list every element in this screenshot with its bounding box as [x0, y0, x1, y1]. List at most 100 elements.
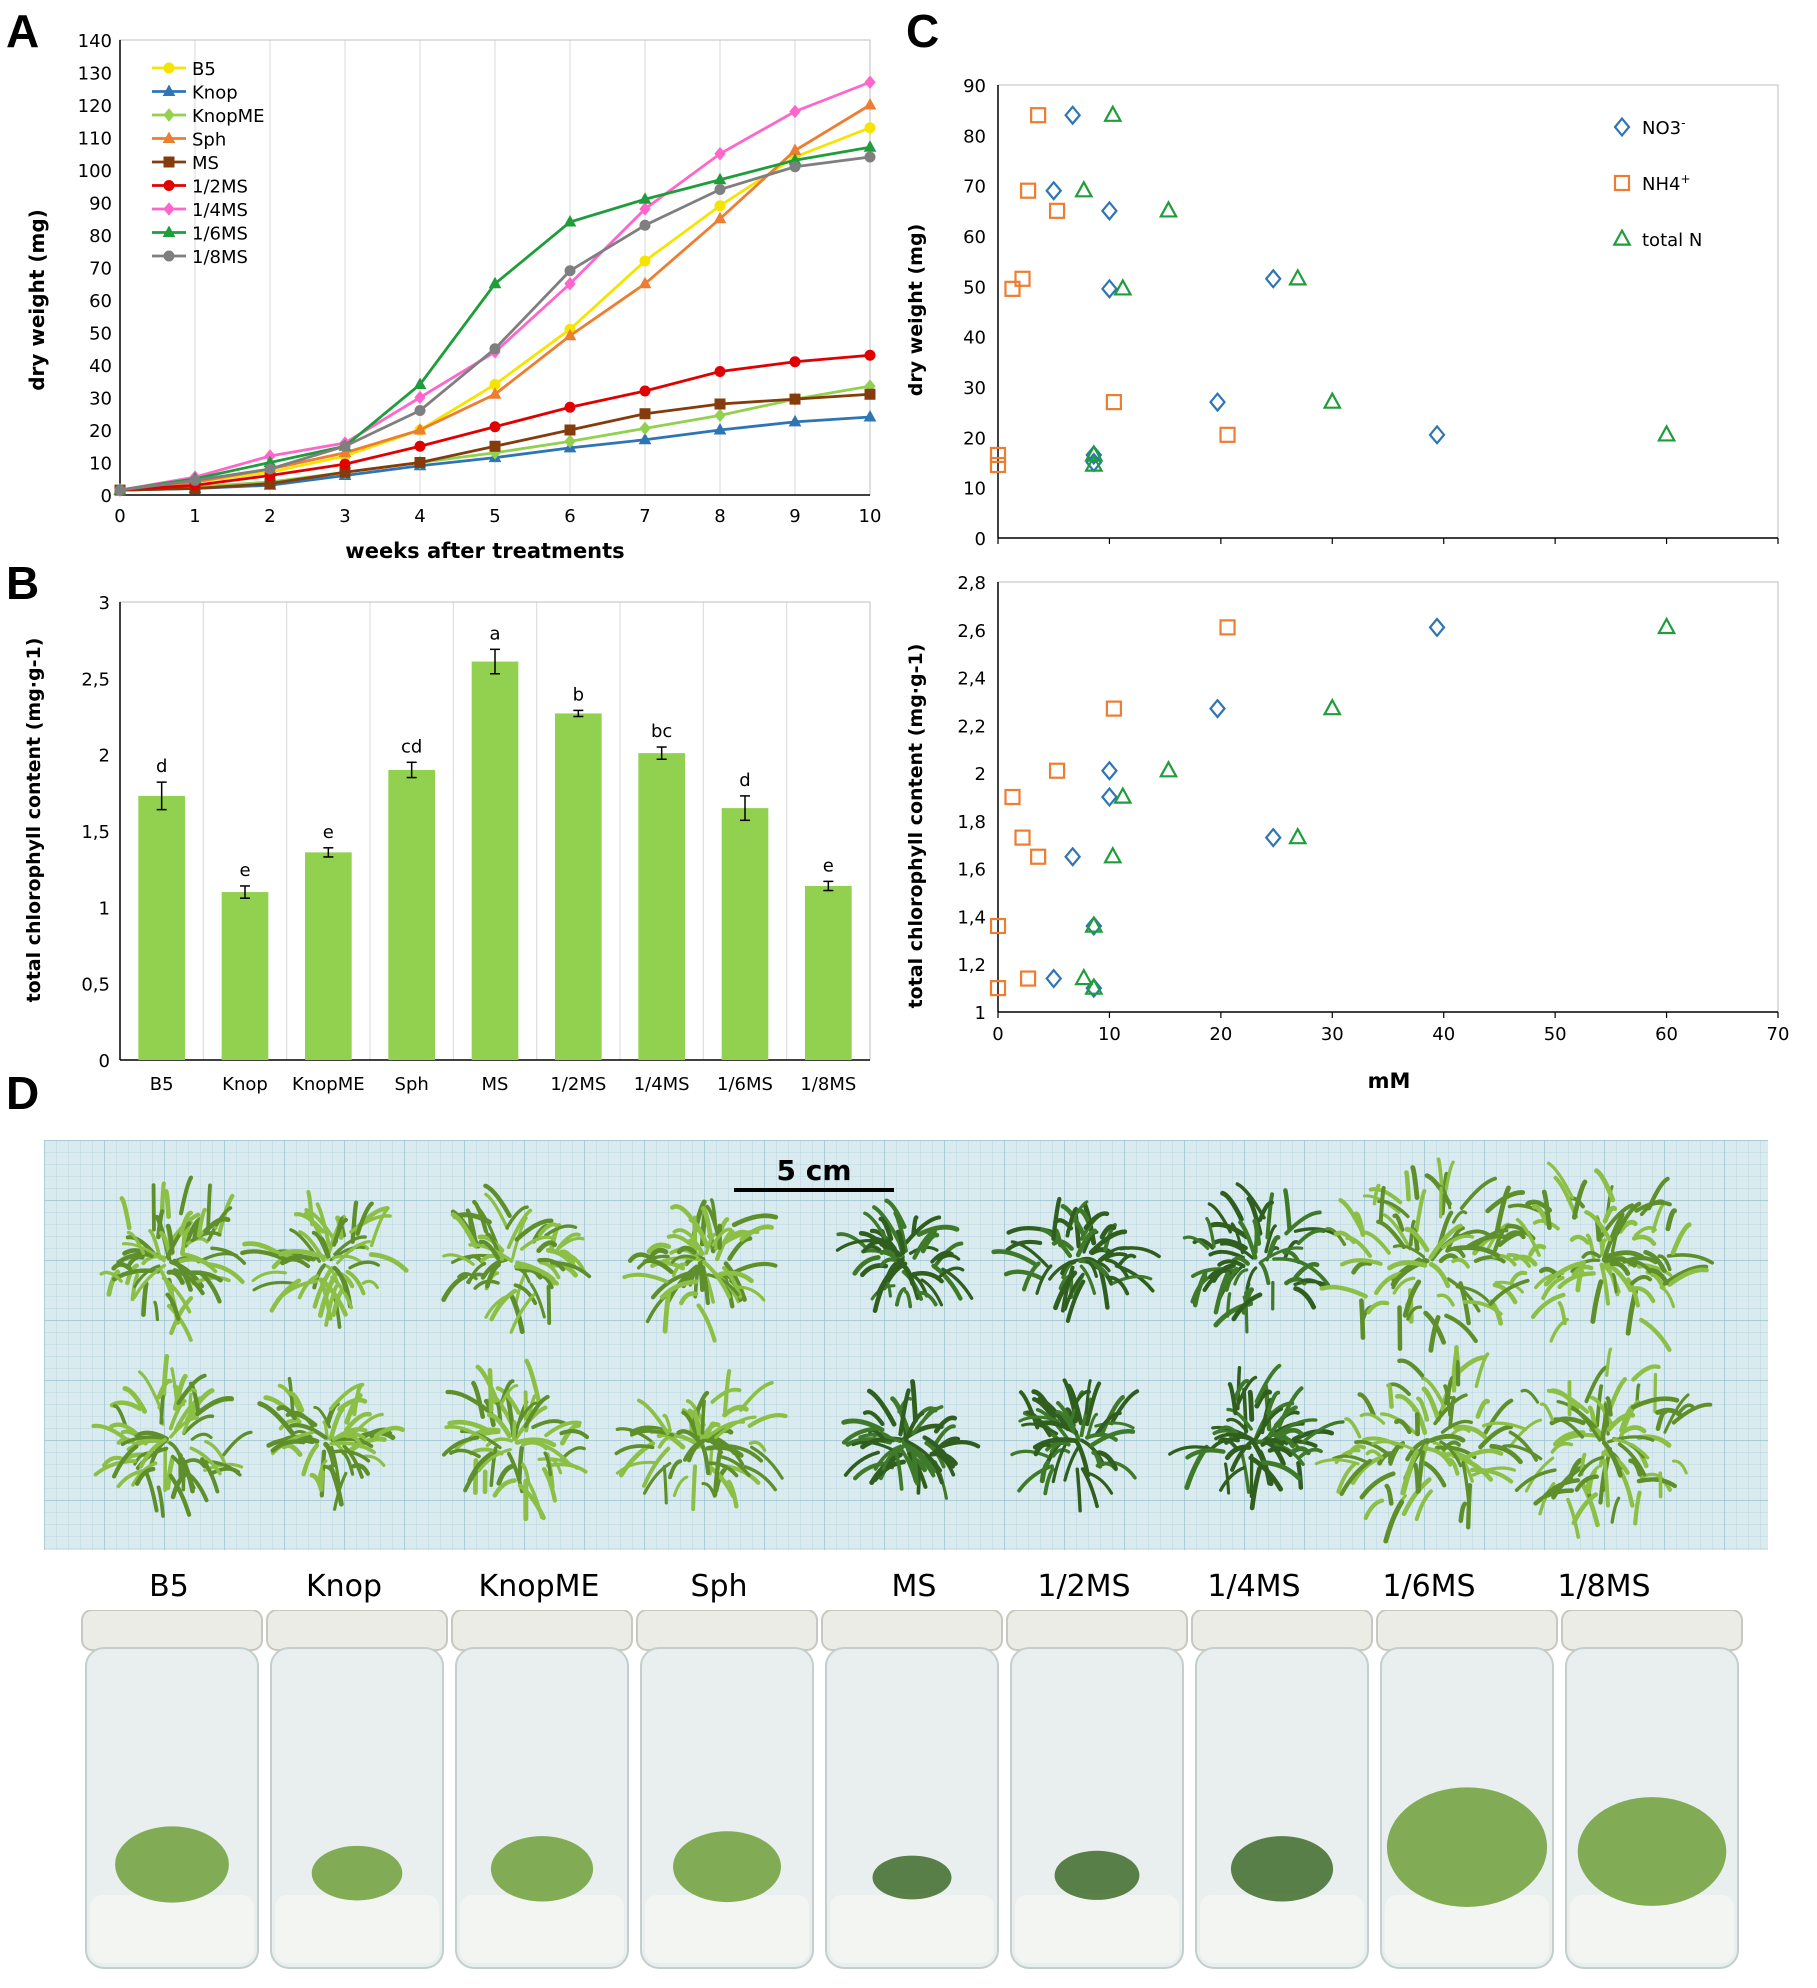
y-tick-label: 0 [101, 486, 112, 507]
y-tick-label: 80 [89, 226, 112, 247]
data-point [264, 463, 276, 475]
data-point [989, 456, 1007, 474]
bar [805, 885, 852, 1060]
y-tick-label: 0 [99, 1051, 110, 1072]
panel-letter-d: D [6, 1067, 40, 1119]
x-tick-label: 10 [1098, 1024, 1121, 1045]
data-point [489, 421, 501, 433]
jar-body [825, 1647, 999, 1969]
scatter-bottom-x-ticks: 0 10 20 30 40 50 60 70 [992, 1024, 1789, 1045]
bar [721, 808, 769, 1060]
medium-label-KnopME: KnopME [479, 1569, 600, 1604]
significance-letter: a [489, 623, 500, 644]
data-point [1014, 829, 1031, 846]
y-tick-label: 1,6 [957, 860, 986, 881]
scatter-top-points [989, 104, 1677, 474]
legend-marker [163, 202, 175, 216]
legend-marker [1613, 174, 1631, 192]
scatter-top-y-label: dry weight (mg) [905, 224, 927, 397]
moss-clumps [91, 1157, 1715, 1544]
x-tick-label: 10 [859, 506, 882, 527]
bar-chart-y-label: total chlorophyll content (mg·g-1) [23, 638, 45, 1003]
growth-line-chart: 0 10 20 30 40 50 60 70 80 90 100 110 120 130 140 0 1 2 3 4… [25, 31, 881, 563]
legend-marker [162, 84, 176, 96]
y-tick-label: 40 [963, 328, 986, 349]
jar-lid [821, 1610, 1003, 1651]
culture-jar [1191, 1610, 1373, 1969]
scatter-bottom-y-label: total chlorophyll content (mg·g-1) [905, 644, 927, 1009]
significance-letter: d [739, 770, 750, 791]
x-tick-label: 50 [1544, 1024, 1567, 1045]
moss-clump [442, 1358, 589, 1522]
moss-clump [257, 1376, 405, 1511]
line-chart-x-ticks: 0 1 2 3 4 5 6 7 8 9 10 [114, 506, 881, 527]
x-tick-label: 0 [114, 506, 125, 527]
bar [555, 713, 602, 1060]
data-point [639, 219, 651, 231]
legend-label: NH4+ [1642, 172, 1691, 195]
jar-medium [275, 1895, 439, 1963]
data-point [789, 104, 801, 119]
moss-clump [1488, 1161, 1715, 1352]
data-point [1004, 280, 1021, 297]
medium-label-1/2MS: 1/2MS [1037, 1569, 1130, 1604]
legend-label: B5 [192, 59, 216, 80]
x-tick-label: 9 [789, 506, 800, 527]
data-point [1657, 424, 1677, 442]
jar-moss [872, 1855, 952, 1900]
scatter-top-y-ticks: 0 10 20 30 40 50 60 70 80 90 [963, 76, 986, 550]
data-point [1288, 268, 1308, 286]
y-tick-label: 110 [78, 129, 112, 150]
legend-label: KnopME [192, 106, 265, 127]
series-total N [1074, 616, 1677, 995]
y-tick-label: 1,2 [957, 955, 986, 976]
culture-jars-photo [81, 1610, 1743, 1969]
data-point [1158, 200, 1179, 218]
data-point [788, 414, 802, 427]
moss-clump [1168, 1363, 1345, 1511]
data-point [1085, 915, 1103, 937]
jar-body [1010, 1647, 1184, 1969]
data-point [1084, 915, 1104, 933]
data-point [1064, 846, 1082, 867]
data-point [864, 151, 876, 163]
culture-jar [266, 1610, 448, 1969]
moss-clump [1319, 1157, 1538, 1353]
data-point [489, 343, 501, 355]
scatter-bottom-points [989, 616, 1677, 999]
data-point [1045, 968, 1063, 989]
data-point [1019, 182, 1037, 199]
data-point [1264, 827, 1282, 848]
data-point [989, 917, 1007, 935]
y-tick-label: 10 [963, 479, 986, 500]
data-point [714, 146, 726, 161]
moss-clump [1314, 1345, 1542, 1544]
bar [305, 852, 352, 1060]
medium-label-1/6MS: 1/6MS [1382, 1569, 1475, 1604]
x-tick-label: 7 [639, 506, 650, 527]
y-tick-label: 2,6 [957, 621, 986, 642]
legend-label: 1/8MS [192, 247, 248, 268]
data-point [1428, 424, 1446, 445]
jar-lid [1006, 1610, 1188, 1651]
data-point [1105, 394, 1122, 411]
scatter-x-label: mM [1368, 1069, 1411, 1093]
medium-label-1/4MS: 1/4MS [1207, 1569, 1300, 1604]
data-point [489, 440, 501, 452]
medium-labels: B5 Knop KnopME Sph MS 1/2MS 1/4MS 1/6MS 1/8MS [149, 1569, 1650, 1604]
data-point [1288, 826, 1308, 845]
y-tick-label: 20 [89, 421, 112, 442]
data-point [1085, 977, 1103, 999]
panel-letter-c: C [906, 5, 940, 57]
jar-moss [1230, 1836, 1334, 1902]
data-point [189, 474, 201, 486]
jar-moss [1054, 1850, 1140, 1900]
y-tick-label: 0,5 [81, 975, 110, 996]
data-point [639, 385, 651, 397]
medium-label-MS: MS [892, 1569, 937, 1604]
data-point [1030, 848, 1047, 865]
data-point [789, 393, 801, 405]
jar-lid [266, 1610, 448, 1651]
x-tick-label: KnopME [292, 1074, 365, 1095]
legend-marker [1613, 116, 1631, 138]
